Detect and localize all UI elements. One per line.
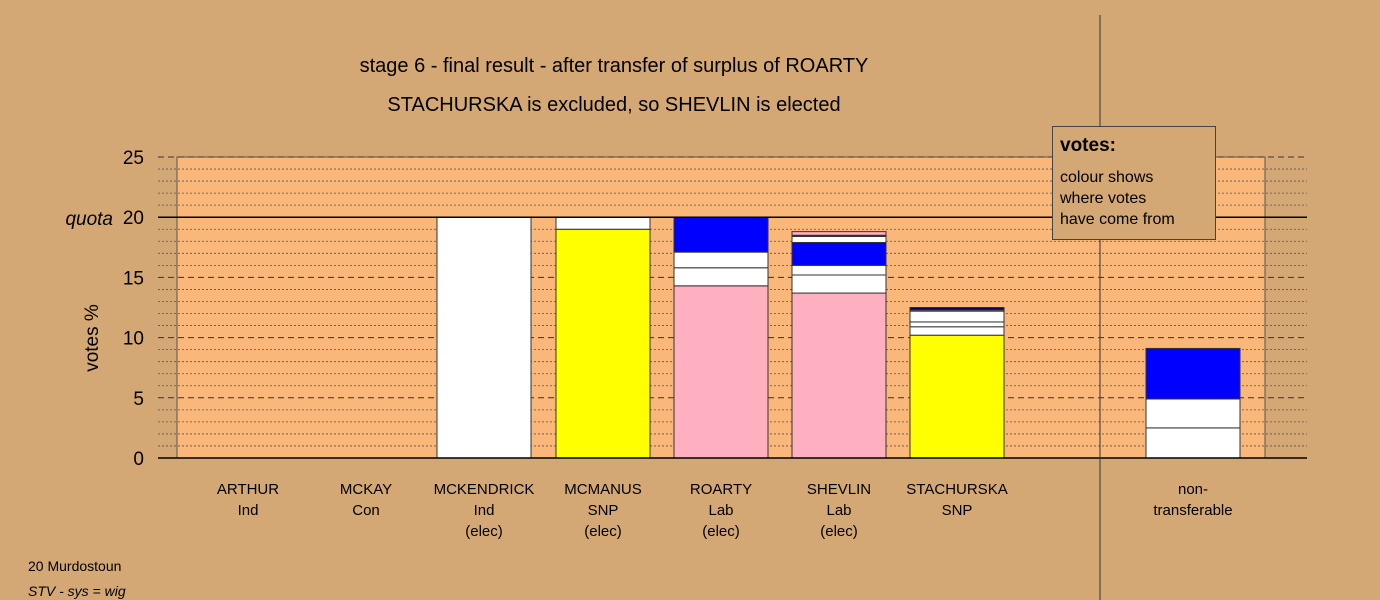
- bar-segment: [791, 264, 887, 276]
- bar-segment: [436, 216, 532, 459]
- bar-segment: [909, 310, 1005, 323]
- category-label: ARTHUR: [217, 481, 279, 498]
- legend: votes: colour shows where votes have com…: [1052, 126, 1216, 240]
- y-tick-label: 15: [123, 268, 144, 289]
- y-tick-label: 25: [123, 148, 144, 169]
- bars: [436, 216, 1241, 459]
- category-label: Con: [352, 502, 380, 519]
- bar-segment: [791, 235, 887, 243]
- bar-segment: [909, 334, 1005, 459]
- category-label: Ind: [474, 502, 495, 519]
- category-label: Lab: [826, 502, 851, 519]
- y-tick-label: 10: [123, 329, 144, 350]
- category-label: MCKENDRICK: [434, 481, 535, 498]
- bar-segment: [791, 292, 887, 459]
- y-tick-labels: 0 5 10 15 20 25: [123, 148, 144, 470]
- bar-segment: [791, 241, 887, 266]
- category-label: (elec): [820, 523, 858, 540]
- category-label: MCKAY: [340, 481, 392, 498]
- bar-segment: [1145, 427, 1241, 459]
- category-label: (elec): [702, 523, 740, 540]
- y-tick-label: 20: [123, 208, 144, 229]
- stv-system: STV - sys = wig: [28, 583, 126, 599]
- category-label: SNP: [588, 502, 619, 519]
- bar-segment: [673, 216, 769, 253]
- bar-segment: [791, 231, 887, 236]
- quota-label: quota: [65, 209, 113, 230]
- category-label: (elec): [465, 523, 503, 540]
- legend-title: votes:: [1060, 135, 1116, 156]
- category-label: Lab: [708, 502, 733, 519]
- bar-segment: [673, 285, 769, 459]
- category-label: SNP: [942, 502, 973, 519]
- category-label: non-: [1178, 481, 1208, 498]
- chart-title: stage 6 - final result - after transfer …: [360, 55, 869, 77]
- y-tick-label: 5: [133, 389, 144, 410]
- category-labels: ARTHUR Ind MCKAY Con MCKENDRICK Ind (elec) MCMA…: [217, 481, 1233, 540]
- bar-segment: [909, 326, 1005, 336]
- chart-subtitle: STACHURSKA is excluded, so SHEVLIN is el…: [387, 94, 840, 116]
- category-label: STACHURSKA: [906, 481, 1007, 498]
- ward-name: 20 Murdostoun: [28, 558, 121, 574]
- category-label: Ind: [238, 502, 259, 519]
- category-label: transferable: [1153, 502, 1232, 519]
- bar-segment: [909, 307, 1005, 311]
- bar-segment: [791, 274, 887, 294]
- category-label: (elec): [584, 523, 622, 540]
- legend-line: colour shows: [1060, 169, 1154, 186]
- category-label: MCMANUS: [564, 481, 642, 498]
- bar-segment: [1145, 347, 1241, 400]
- bar-segment: [909, 321, 1005, 328]
- bar-segment: [673, 267, 769, 287]
- y-axis-label: votes %: [82, 304, 103, 372]
- legend-line: have come from: [1060, 211, 1175, 228]
- category-label: SHEVLIN: [807, 481, 871, 498]
- y-tick-label: 0: [133, 449, 144, 470]
- bar-segment: [673, 251, 769, 269]
- category-label: ROARTY: [690, 481, 752, 498]
- bar-segment: [1145, 398, 1241, 429]
- bar-segment: [555, 228, 651, 459]
- legend-line: where votes: [1060, 190, 1147, 207]
- bar-segment: [555, 216, 651, 230]
